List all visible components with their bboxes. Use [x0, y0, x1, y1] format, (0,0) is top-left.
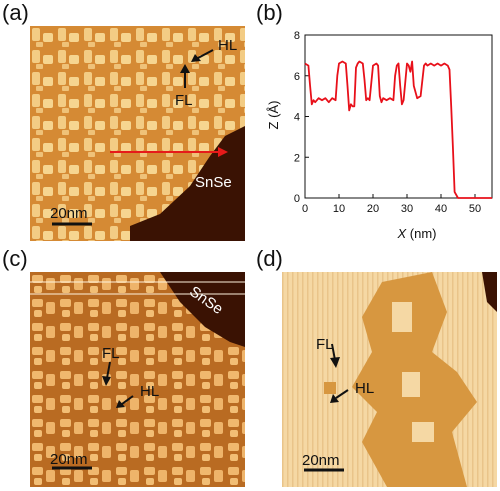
annotation-hl-d: HL [355, 380, 375, 397]
annotation-snse-a: SnSe [195, 174, 232, 191]
annotation-hl-a: HL [218, 37, 238, 54]
x-tick-label-40: 40 [435, 203, 447, 215]
panel-label-c: (c) [2, 246, 28, 271]
series-line-0 [304, 60, 492, 199]
stm-image-d [282, 272, 497, 487]
chart-b: 0 10 20 30 40 50 0 2 4 6 8 Z (Å) X (nm) [266, 30, 493, 241]
stm-image-c [30, 272, 245, 487]
panel-label-b: (b) [256, 0, 283, 25]
panel-label-a: (a) [2, 0, 29, 25]
x-tick-label-30: 30 [401, 203, 413, 215]
y-tick-label-8: 8 [294, 30, 300, 42]
chart-xlabel: X (nm) [396, 226, 436, 241]
x-tick-label-20: 20 [367, 203, 379, 215]
scale-bar-label-c: 20nm [50, 451, 88, 468]
y-tick-label-6: 6 [294, 71, 300, 83]
chart-frame [304, 34, 493, 199]
stm-image-a [30, 26, 245, 241]
y-tick-label-0: 0 [294, 193, 300, 205]
y-tick-label-4: 4 [294, 112, 300, 124]
x-tick-label-10: 10 [333, 203, 345, 215]
annotation-fl-a: FL [175, 92, 193, 109]
scale-bar-label-d: 20nm [302, 452, 340, 469]
annotation-fl-d: FL [316, 336, 334, 353]
scale-bar-label-a: 20nm [50, 205, 88, 222]
chart-ylabel: Z (Å) [266, 101, 281, 130]
annotation-fl-c: FL [102, 345, 120, 362]
x-tick-label-0: 0 [302, 203, 308, 215]
panel-label-d: (d) [256, 246, 283, 271]
annotation-hl-c: HL [140, 383, 160, 400]
x-tick-label-50: 50 [469, 203, 481, 215]
y-tick-label-2: 2 [294, 152, 300, 164]
